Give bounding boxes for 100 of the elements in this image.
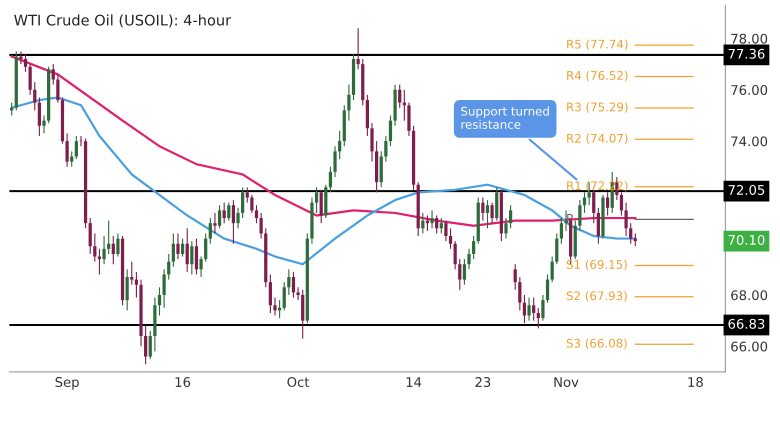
candlestick [481, 196, 484, 222]
candlestick [208, 217, 212, 244]
ref-line-label: 77.36 [728, 48, 764, 59]
candlestick [134, 271, 138, 298]
candlestick [532, 297, 536, 322]
candlestick [454, 240, 457, 270]
candlestick [518, 276, 522, 311]
y-tick-label: 76.00 [731, 85, 768, 96]
candlestick [213, 212, 217, 234]
candlestick [435, 214, 438, 234]
candlestick [180, 238, 184, 258]
candlestick [458, 258, 462, 290]
candlestick [74, 135, 78, 160]
candlestick [167, 253, 170, 280]
x-tick-label: Nov [554, 377, 579, 388]
candlestick [204, 232, 208, 262]
ref-line-label: S1 (69.15) [566, 260, 627, 270]
candlestick [162, 268, 166, 308]
candlestick [194, 238, 198, 276]
candlestick [246, 186, 249, 204]
candlestick [254, 204, 258, 224]
x-tick-label: 16 [176, 377, 190, 388]
candlestick [250, 194, 254, 214]
candlestick [347, 84, 351, 122]
y-tick-label: 68.00 [731, 290, 768, 300]
ref-line-label: 72.05 [728, 184, 764, 195]
candlestick [144, 325, 148, 365]
candlestick [620, 192, 624, 216]
candlestick [98, 248, 102, 276]
candlestick [130, 261, 134, 286]
y-tick-label: 66.00 [731, 342, 768, 352]
candlestick [268, 274, 272, 314]
candlestick [199, 256, 203, 278]
x-tick-label: 23 [475, 377, 490, 388]
x-tick-label: Oct [287, 377, 310, 388]
candlestick [102, 235, 106, 265]
candlestick [176, 232, 180, 260]
candlestick [38, 96, 42, 137]
candlestick [28, 64, 32, 96]
candlestick [536, 307, 540, 329]
candlestick [606, 192, 610, 216]
candlestick [448, 228, 452, 250]
candlestick [541, 294, 545, 322]
candlestick [107, 220, 110, 255]
candlestick [278, 300, 282, 319]
candlestick [624, 202, 628, 237]
ref-line-label: P [567, 214, 573, 223]
candlestick [444, 220, 448, 242]
line-series [10, 55, 636, 227]
candlestick [320, 189, 323, 224]
candlestick [629, 222, 632, 244]
candlestick [236, 207, 240, 229]
candlestick [527, 297, 531, 322]
candlestick [384, 135, 388, 162]
candlestick [232, 200, 236, 244]
candlestick [467, 248, 471, 270]
candlestick [218, 204, 222, 229]
candlestick [24, 53, 28, 72]
ref-line-label: R3 (75.29) [567, 102, 628, 113]
candlestick [296, 286, 300, 301]
candlestick [546, 274, 550, 304]
candlestick [560, 217, 564, 244]
candlestick [241, 186, 244, 219]
candlestick [93, 232, 96, 262]
candlestick [190, 240, 194, 276]
candlestick [582, 192, 586, 214]
candlestick [273, 297, 277, 316]
candlestick [328, 166, 332, 193]
ref-line-label: S2 (67.93) [566, 291, 627, 302]
candlestick [70, 150, 74, 168]
ref-line-label: R2 (74.07) [567, 134, 628, 144]
candlestick [42, 114, 46, 134]
candlestick [440, 217, 443, 234]
candlestick [421, 212, 424, 234]
candlestick [596, 207, 600, 244]
ref-line-label: 66.83 [728, 318, 764, 329]
candlestick [388, 114, 392, 147]
candlestick [126, 268, 129, 311]
candlestick [10, 102, 14, 116]
candlestick [33, 82, 36, 111]
candlestick [634, 232, 637, 247]
candlestick [522, 294, 526, 324]
annotation: Support turned resistance [461, 106, 549, 129]
candlestick [370, 122, 374, 162]
candlestick [550, 256, 554, 283]
candlestick [227, 202, 230, 222]
text: WTI Crude Oil (USOIL): 4-hour [14, 14, 232, 28]
candlestick [333, 146, 337, 178]
candlestick [287, 268, 290, 296]
candlestick [402, 89, 406, 122]
candlestick [19, 50, 23, 65]
candlestick [158, 286, 162, 316]
candlestick [112, 235, 115, 265]
candlestick [508, 204, 512, 229]
candlestick [56, 74, 60, 104]
candlestick [356, 28, 360, 70]
candlestick [338, 130, 342, 160]
y-tick-label: 78.00 [731, 34, 768, 44]
candlestick [260, 212, 263, 240]
candlestick [292, 271, 296, 298]
